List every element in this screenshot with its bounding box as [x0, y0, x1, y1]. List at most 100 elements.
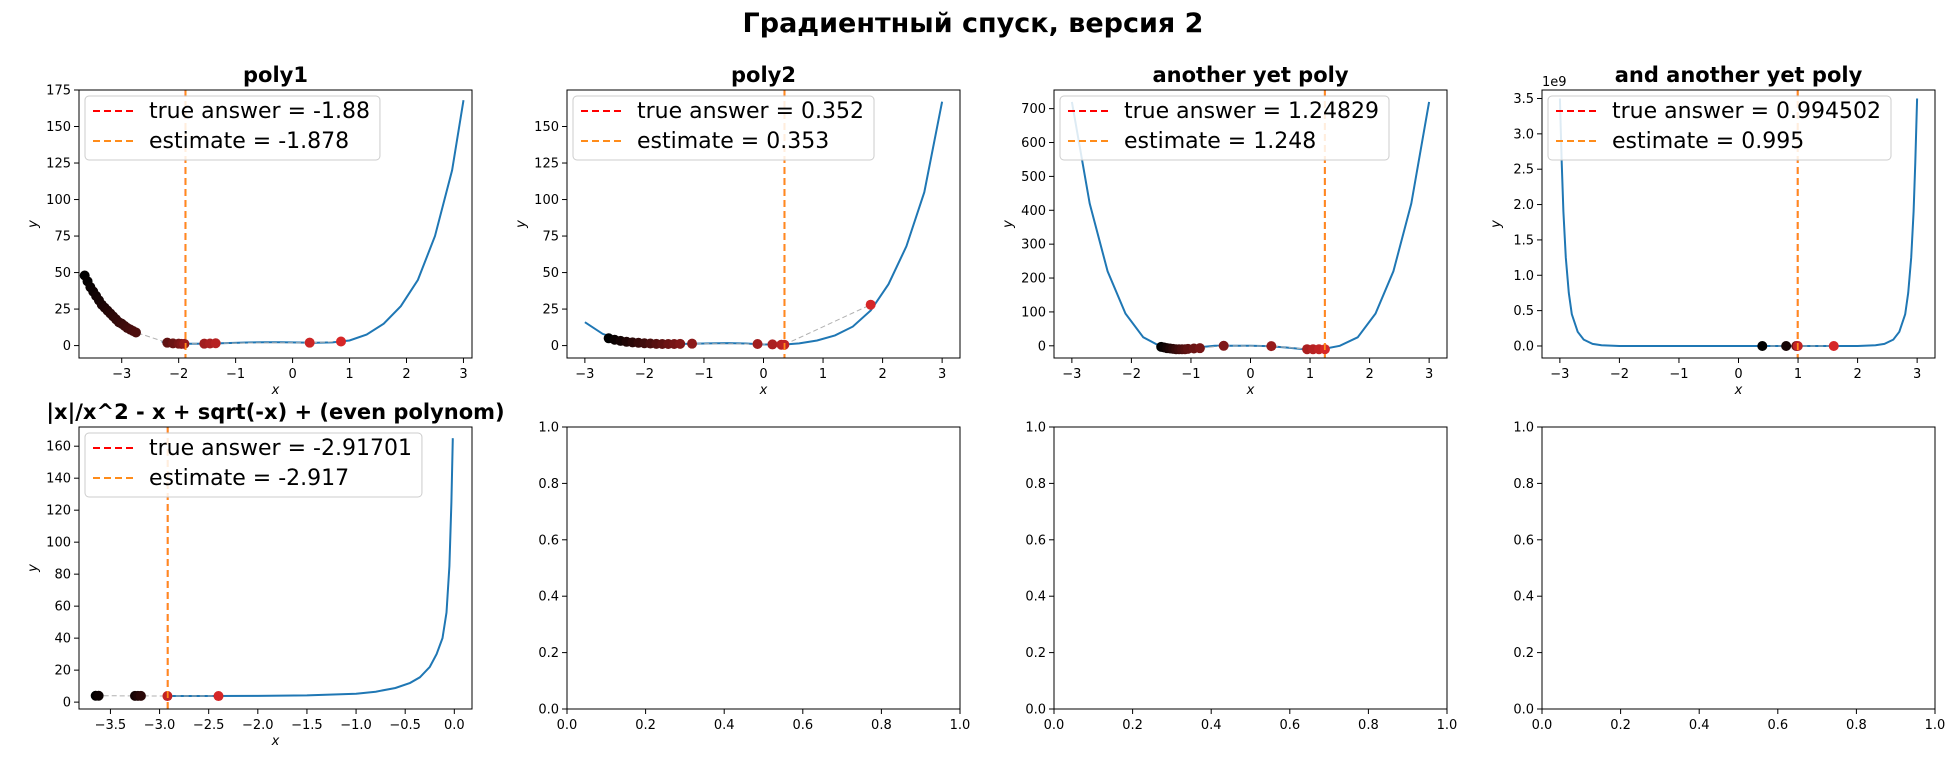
x-tick-label: −2	[635, 367, 654, 382]
y-tick-label: 0.0	[1025, 703, 1046, 718]
legend-entry: true answer = -2.91701	[149, 436, 412, 461]
x-tick-label: −1	[1181, 367, 1200, 382]
axes-frame	[78, 89, 473, 359]
plot-area	[1070, 90, 1431, 358]
x-tick-label: 0.4	[1689, 718, 1710, 733]
y-tick-label: 1.5	[1513, 233, 1534, 248]
y-tick-label: 400	[1021, 204, 1046, 219]
chart-title: poly1	[243, 63, 308, 87]
x-tick-label: 0.6	[1767, 718, 1788, 733]
x-tick-label: 2	[1365, 367, 1373, 382]
y-tick-label: 1.0	[538, 421, 559, 436]
y-tick-label: 0	[1038, 339, 1046, 354]
legend-entry: estimate = 0.995	[1612, 129, 1804, 154]
x-tick-label: 3	[1913, 367, 1921, 382]
chart-panel-7: 0.0 0.2 0.4 0.6 0.8 1.0 0.0 0.2 0.4 0.6 0.8 1.0	[1025, 421, 1457, 734]
x-tick-label: 0	[1734, 367, 1742, 382]
y-tick-label: 0.2	[538, 646, 559, 661]
x-tick-label: −2	[169, 367, 188, 382]
x-tick-label: 1	[819, 367, 827, 382]
x-tick-label: −3.0	[144, 718, 176, 733]
chart-title: |x|/x^2 - x + sqrt(-x) + (even polynom)	[46, 400, 504, 425]
legend-entry: estimate = 0.353	[637, 129, 829, 154]
x-tick-label: −1	[694, 367, 713, 382]
y-tick-label: 100	[1021, 305, 1046, 320]
x-tick-label: 1	[345, 367, 353, 382]
descent-point	[687, 338, 698, 349]
x-tick-label: 0.8	[871, 718, 892, 733]
descent-point	[752, 338, 763, 349]
y-tick-label: 25	[54, 303, 71, 318]
y-axis-label: y	[26, 564, 41, 573]
axes-frame	[1541, 426, 1936, 710]
y-tick-label: 1.0	[1513, 269, 1534, 284]
y-tick-label: 0.8	[538, 477, 559, 492]
y-tick-label: 20	[54, 664, 71, 679]
x-tick-label: 0.2	[635, 718, 656, 733]
x-tick-label: −3	[112, 367, 131, 382]
y-tick-label: 0.4	[1025, 590, 1046, 605]
legend-box	[84, 95, 381, 161]
legend-entry: estimate = 1.248	[1124, 129, 1316, 154]
x-tick-label: 0	[1246, 367, 1254, 382]
x-tick-label: 0.4	[714, 718, 735, 733]
legend-entry: estimate = -1.878	[149, 129, 349, 154]
x-tick-label: 0	[759, 367, 767, 382]
y-tick-label: 175	[46, 84, 71, 99]
x-tick-label: −3	[1550, 367, 1569, 382]
y-tick-label: 160	[46, 440, 71, 455]
descent-point	[1781, 340, 1792, 351]
y-tick-label: 125	[46, 157, 71, 172]
y-tick-label: 0.2	[1025, 646, 1046, 661]
descent-path	[608, 304, 871, 346]
x-tick-label: 2	[1853, 367, 1861, 382]
legend-entry: true answer = 0.994502	[1612, 99, 1881, 124]
x-axis-label: x	[271, 383, 280, 398]
chart-title: another yet poly	[1152, 63, 1348, 87]
x-tick-label: 0.0	[1044, 718, 1065, 733]
x-axis-label: x	[271, 734, 280, 749]
y-axis-label: y	[26, 220, 41, 229]
axes-frame	[1541, 89, 1936, 359]
x-tick-label: 2	[402, 367, 410, 382]
function-curve	[164, 438, 454, 697]
y-tick-label: 60	[54, 600, 71, 615]
descent-point	[1266, 341, 1277, 352]
descent-point	[1218, 340, 1229, 351]
x-tick-label: −2	[1610, 367, 1629, 382]
y-tick-label: 300	[1021, 238, 1046, 253]
x-tick-label: −0.5	[389, 718, 421, 733]
descent-point	[210, 338, 221, 349]
y-tick-label: 150	[534, 120, 559, 135]
axes-frame	[78, 426, 473, 710]
legend-entry: true answer = 1.24829	[1124, 99, 1379, 124]
y-tick-label: 0.0	[538, 703, 559, 718]
legend-box	[1547, 95, 1892, 161]
y-tick-label: 0.0	[1513, 339, 1534, 354]
descent-point	[213, 691, 224, 702]
y-tick-label: 2.0	[1513, 198, 1534, 213]
y-tick-label: 140	[46, 472, 71, 487]
x-axis-label: x	[1246, 383, 1255, 398]
y-tick-label: 1.0	[1025, 421, 1046, 436]
x-tick-label: −1	[1669, 367, 1688, 382]
axes-frame	[566, 89, 961, 359]
x-tick-label: 0.6	[792, 718, 813, 733]
x-tick-label: 0.8	[1358, 718, 1379, 733]
x-tick-label: 1	[1794, 367, 1802, 382]
axes-frame	[1053, 426, 1448, 710]
x-tick-label: −2.5	[193, 718, 225, 733]
y-tick-label: 100	[46, 193, 71, 208]
chart-panel-5: |x|/x^2 - x + sqrt(-x) + (even polynom) −…	[26, 400, 505, 749]
x-tick-label: −3	[575, 367, 594, 382]
y-tick-label: 75	[542, 230, 559, 245]
descent-point	[675, 338, 686, 349]
x-tick-label: 1.0	[1437, 718, 1458, 733]
legend-box	[1059, 95, 1390, 161]
y-tick-label: 50	[54, 266, 71, 281]
descent-point	[1828, 340, 1839, 351]
descent-point	[1194, 343, 1205, 354]
descent-point	[336, 336, 346, 347]
y-axis-label: y	[514, 220, 529, 229]
descent-point	[130, 327, 141, 338]
